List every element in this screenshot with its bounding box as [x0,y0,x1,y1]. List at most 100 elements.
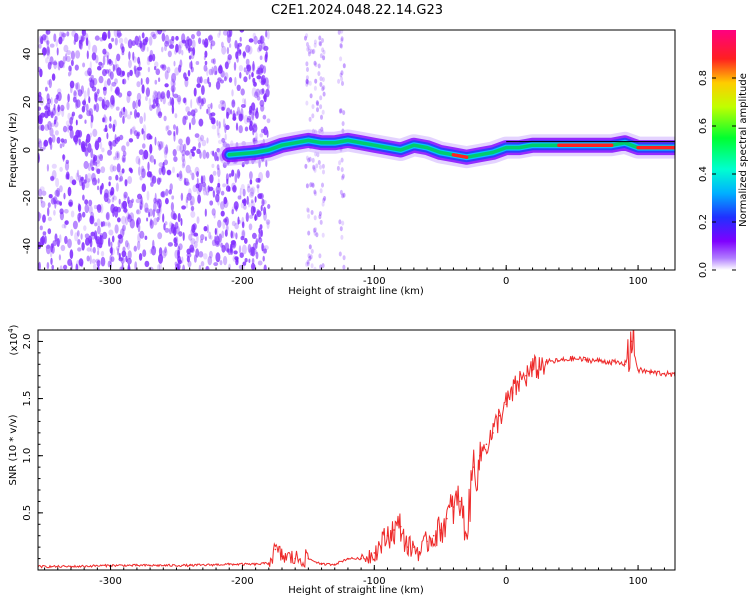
noise-speckle [222,30,229,36]
noise-speckle [148,266,154,270]
noise-speckle [91,172,96,182]
noise-speckle [164,150,168,159]
noise-speckle [128,59,132,69]
noise-streak [317,71,321,77]
noise-speckle [112,99,115,107]
noise-speckle [47,228,52,235]
noise-speckle [191,34,195,40]
noise-speckle [90,114,94,123]
noise-speckle [155,68,161,76]
noise-speckle [213,262,219,267]
noise-speckle [149,248,153,254]
noise-speckle [65,159,70,164]
noise-speckle [245,58,250,66]
noise-speckle [69,129,74,139]
noise-speckle [181,49,184,56]
noise-speckle [175,125,179,136]
noise-speckle [262,114,267,120]
noise-speckle [56,136,61,144]
noise-speckle [250,262,256,270]
noise-speckle [247,183,251,189]
noise-streak [305,81,309,87]
snr-point [538,365,540,368]
noise-speckle [58,254,62,261]
noise-speckle [248,214,254,219]
spectrogram-xtick-label: -300 [99,276,122,287]
noise-streak [307,213,311,219]
noise-speckle [114,134,117,144]
noise-speckle [112,64,115,72]
noise-streak [306,42,309,47]
noise-speckle [121,263,124,270]
noise-speckle [164,40,170,47]
noise-speckle [218,121,221,129]
noise-speckle [50,175,55,181]
noise-speckle [67,258,73,266]
noise-speckle [39,97,45,106]
noise-speckle [71,179,77,186]
noise-speckle [155,97,159,107]
noise-speckle [97,154,103,159]
noise-speckle [219,64,223,71]
noise-speckle [164,70,169,80]
noise-speckle [95,161,98,167]
noise-speckle [190,99,193,109]
noise-speckle [97,250,100,256]
noise-speckle [39,212,42,219]
noise-streak [318,211,322,217]
noise-speckle [254,91,259,99]
noise-speckle [219,100,225,105]
noise-speckle [57,104,60,113]
noise-streak [312,166,316,172]
noise-speckle [84,233,90,239]
noise-speckle [190,238,196,245]
noise-streak [322,197,326,203]
noise-speckle [70,59,74,67]
noise-streak [319,53,323,59]
noise-speckle [203,64,208,72]
noise-speckle [251,102,256,111]
noise-speckle [253,35,258,45]
noise-speckle [104,69,110,74]
noise-speckle [106,132,109,140]
snr-xtick-label: -200 [231,576,254,587]
snr-frame [37,329,676,571]
noise-speckle [64,53,68,62]
noise-speckle [109,254,112,264]
noise-speckle [47,202,51,208]
noise-speckle [256,107,259,114]
noise-speckle [205,266,209,270]
noise-speckle [203,78,208,84]
noise-speckle [223,255,228,266]
snr-point [525,374,527,377]
noise-speckle [207,76,210,84]
noise-speckle [212,188,215,194]
noise-speckle [121,215,126,225]
noise-speckle [229,43,232,48]
snr-point [624,363,626,366]
noise-speckle [221,106,225,111]
noise-speckle [128,138,134,143]
noise-streak [341,81,344,86]
noise-speckle [172,87,175,97]
noise-speckle [110,203,115,214]
noise-speckle [192,146,197,151]
noise-streak [322,85,326,91]
noise-speckle [215,185,221,195]
noise-speckle [204,60,208,66]
noise-speckle [215,81,221,90]
noise-streak [314,227,317,233]
noise-speckle [146,190,150,201]
noise-speckle [84,199,89,205]
noise-streak [321,77,325,82]
noise-speckle [243,114,249,125]
noise-speckle [122,79,125,85]
noise-speckle [164,227,170,233]
noise-speckle [204,50,208,58]
noise-speckle [154,192,157,203]
noise-speckle [136,209,140,215]
noise-speckle [157,30,163,35]
noise-speckle [60,104,65,112]
noise-speckle [212,150,215,157]
noise-speckle [246,117,250,123]
